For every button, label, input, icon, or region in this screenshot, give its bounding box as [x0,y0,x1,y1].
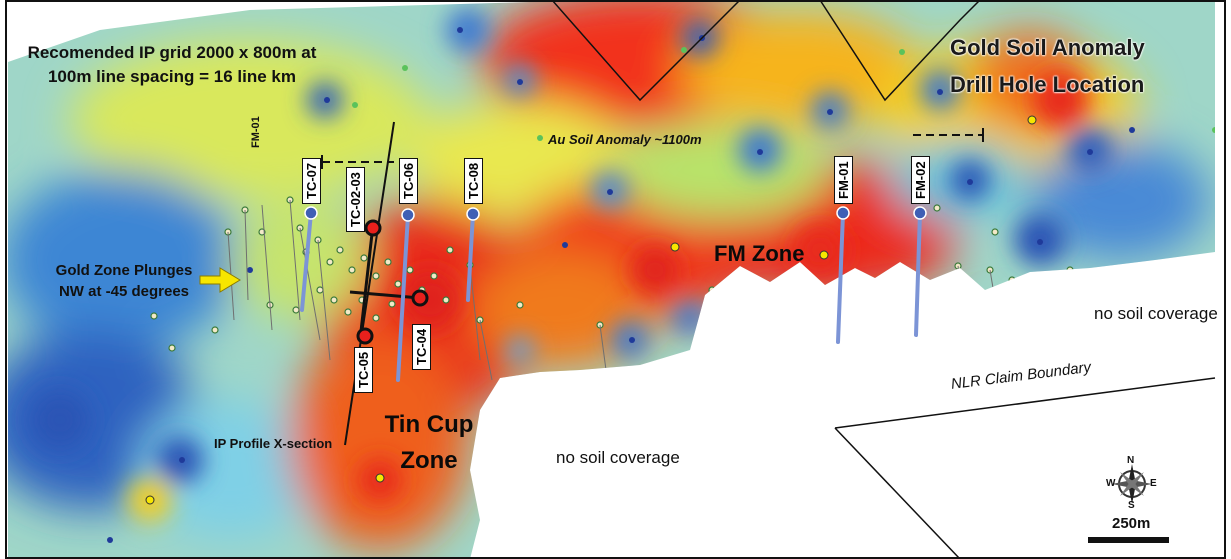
tin-cup-zone-line1: Tin Cup [384,411,474,438]
fm-zone-label: FM Zone [714,241,805,266]
au-anomaly-label: Au Soil Anomaly ~1100m [548,132,702,147]
fm01-profile-label: FM-01 [250,116,262,148]
drill-hole-label: FM-02 [911,156,930,204]
no-soil-coverage-right: no soil coverage [1094,304,1218,323]
claim-boundary-lines [551,0,1216,559]
drill-hole-label: TC-02-03 [346,167,365,232]
map-title-line1: Gold Soil Anomaly [950,35,1145,60]
ip-profile-lines [344,121,421,446]
drill-hole-label: TC-08 [464,157,483,204]
ip-grid-note-line1: Recomended IP grid 2000 x 800m at [27,43,317,62]
drill-hole-label: FM-01 [834,156,853,204]
ip-grid-dashes [321,128,984,169]
ip-grid-note-line2: 100m line spacing = 16 line km [47,67,297,86]
compass-rose-icon [1112,464,1152,504]
plunge-note-line1: Gold Zone Plunges [55,262,193,279]
compass-s: S [1128,500,1135,511]
drill-hole-label: TC-07 [302,157,321,204]
drill-traces-planned [300,211,922,382]
map-title-line2: Drill Hole Location [950,72,1145,97]
drill-collars-planned [304,206,927,345]
plunge-note-line2: NW at -45 degrees [58,283,190,300]
drill-hole-label: TC-04 [412,323,431,370]
drill-hole-label: TC-05 [354,346,373,393]
scale-bar [1088,537,1169,543]
compass-e: E [1150,478,1157,489]
plunge-arrow-icon [199,267,241,293]
scale-bar-label: 250m [1112,515,1151,532]
ip-profile-label: IP Profile X-section [214,436,333,451]
drill-hole-label: TC-06 [399,157,418,204]
tin-cup-zone-line2: Zone [400,447,458,474]
map-frame [5,0,1226,559]
compass-w: W [1106,478,1116,489]
no-soil-coverage-center: no soil coverage [556,448,680,467]
compass-n: N [1127,455,1135,466]
